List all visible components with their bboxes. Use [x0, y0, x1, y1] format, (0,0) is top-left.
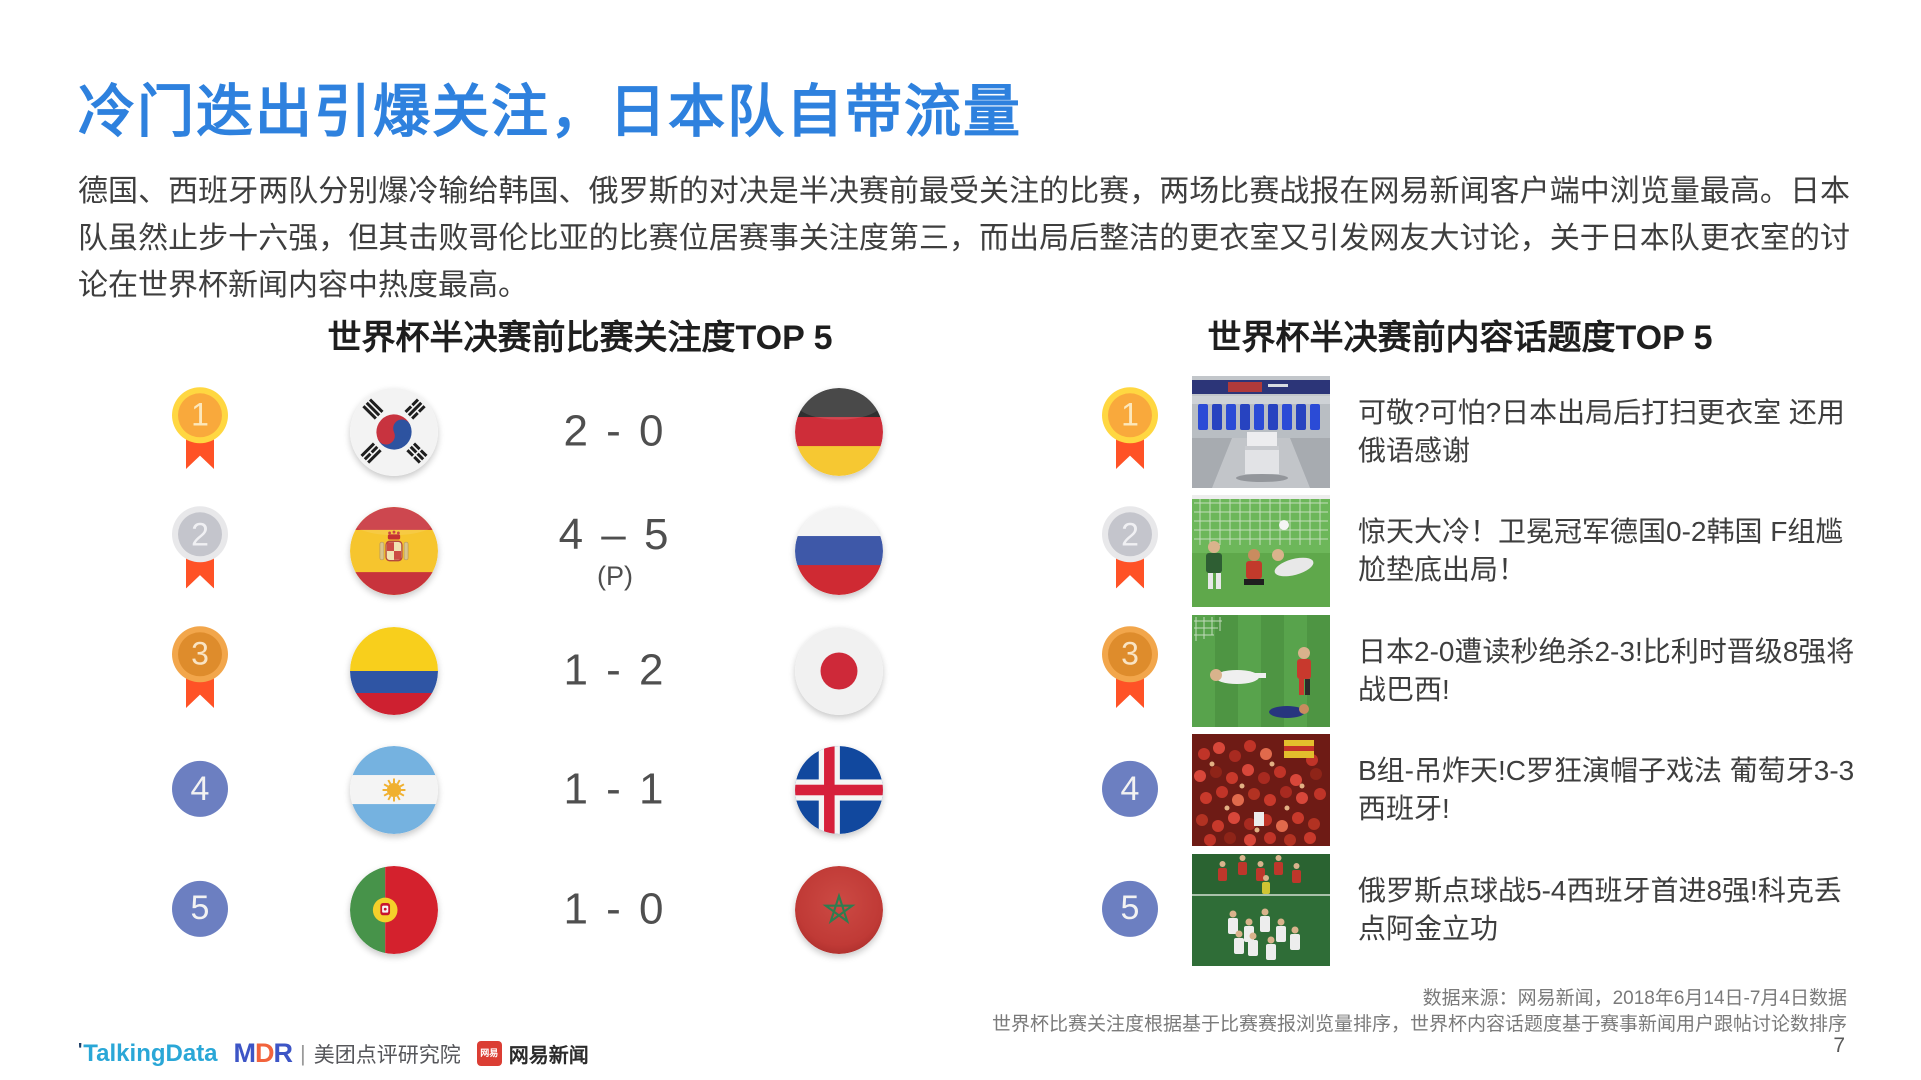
news-row-4: 4: [1080, 731, 1880, 851]
page-number: 7: [1833, 1034, 1845, 1057]
meituan-research-label: 美团点评研究院: [313, 1043, 461, 1067]
news-headline: B组-吊炸天!C罗狂演帽子戏法 葡萄牙3-3西班牙!: [1358, 755, 1855, 825]
russia-flag-icon: [795, 507, 883, 596]
japan-flag-icon: [795, 626, 883, 715]
rank-number: 1: [1108, 393, 1152, 438]
news-headline: 惊天大冷！卫冕冠军德国0-2韩国 F组尴尬垫底出局！: [1358, 516, 1844, 586]
russia-spain-penalty-photo: [1192, 853, 1330, 966]
germany-korea-match-photo: [1192, 495, 1330, 608]
rank-number: 2: [178, 512, 222, 557]
data-source-line1: 数据来源：网易新闻，2018年6月14日-7月4日数据: [1422, 988, 1847, 1009]
rank-number: 1: [178, 393, 222, 438]
netease-news-label: 网易新闻: [508, 1045, 589, 1067]
silver-medal-icon: 2: [1102, 506, 1158, 593]
argentina-flag-icon: [350, 746, 438, 835]
match-row-4: 4: [100, 731, 920, 851]
footer-logos: 'TalkingData MDR | 美团点评研究院 网易 网易新闻: [78, 1038, 589, 1069]
japan-belgium-match-photo: [1192, 614, 1330, 727]
colombia-flag-icon: [350, 626, 438, 715]
news-row-1: 1: [1080, 372, 1880, 492]
mdr-logo-icon: MDR: [233, 1038, 293, 1068]
bronze-medal-icon: 3: [1102, 626, 1158, 712]
morocco-flag-icon: [795, 865, 883, 954]
match-row-5: 5 1 - 0: [100, 850, 920, 970]
germany-flag-icon: [795, 387, 883, 476]
spain-flag-icon: [350, 507, 438, 596]
rank-circle: 5: [1102, 880, 1158, 937]
netease-news-logo: 网易 网易新闻: [476, 1039, 589, 1068]
rank-circle: 4: [172, 761, 228, 818]
match-score: 2 - 0: [563, 406, 667, 456]
summary-paragraph: 德国、西班牙两队分别爆冷输给韩国、俄罗斯的对决是半决赛前最受关注的比赛，两场比赛…: [78, 175, 1850, 302]
spain-fans-photo: [1192, 734, 1330, 847]
silver-medal-icon: 2: [172, 506, 228, 593]
match-row-3: 3 1 - 2: [100, 611, 920, 731]
gold-medal-icon: 1: [1102, 387, 1158, 473]
bronze-medal-icon: 3: [172, 626, 228, 712]
iceland-flag-icon: [795, 746, 883, 835]
match-score: 4 – 5: [558, 510, 672, 560]
news-headline: 可敬?可怕?日本出局后打扫更衣室 还用俄语感谢: [1358, 396, 1845, 466]
match-row-2: 2: [100, 492, 920, 612]
japan-locker-room-photo: [1192, 375, 1330, 488]
news-headline: 俄罗斯点球战5-4西班牙首进8强!科克丢点阿金立功: [1358, 874, 1842, 944]
match-score: 1 - 1: [563, 764, 667, 814]
page-title: 冷门迭出引爆关注，日本队自带流量: [78, 80, 1022, 144]
match-score-note: (P): [597, 561, 633, 592]
news-headline: 日本2-0遭读秒绝杀2-3!比利时晋级8强将战巴西!: [1358, 635, 1855, 705]
news-ranking-list: 1: [1080, 372, 1880, 970]
match-row-1: 1: [100, 372, 920, 492]
match-score: 1 - 0: [563, 884, 667, 934]
rank-number: 3: [178, 632, 222, 677]
meituan-dianping-research-logo: MDR | 美团点评研究院: [234, 1038, 461, 1069]
logo-divider: |: [300, 1040, 306, 1066]
rank-number: 3: [1108, 632, 1152, 677]
gold-medal-icon: 1: [172, 387, 228, 473]
rank-circle: 4: [1102, 761, 1158, 818]
rank-circle: 5: [172, 880, 228, 937]
rank-number: 2: [1108, 512, 1152, 557]
south-korea-flag-icon: [350, 387, 438, 476]
left-column-heading: 世界杯半决赛前比赛关注度TOP 5: [327, 319, 833, 357]
data-source-line2: 世界杯比赛关注度根据基于比赛赛报浏览量排序，世界杯内容话题度基于赛事新闻用户跟帖…: [991, 1014, 1847, 1035]
netease-badge-icon: 网易: [476, 1041, 502, 1066]
news-row-5: 5: [1080, 850, 1880, 970]
portugal-flag-icon: [350, 865, 438, 954]
match-ranking-list: 1: [100, 372, 920, 970]
match-score: 1 - 2: [563, 645, 667, 695]
data-source-notes: 数据来源：网易新闻，2018年6月14日-7月4日数据 世界杯比赛关注度根据基于…: [992, 986, 1847, 1038]
talkingdata-tick-icon: ': [78, 1039, 83, 1060]
news-row-2: 2: [1080, 492, 1880, 612]
talkingdata-logo: 'TalkingData: [78, 1039, 218, 1067]
news-row-3: 3: [1080, 611, 1880, 731]
right-column-heading: 世界杯半决赛前内容话题度TOP 5: [1207, 319, 1713, 357]
